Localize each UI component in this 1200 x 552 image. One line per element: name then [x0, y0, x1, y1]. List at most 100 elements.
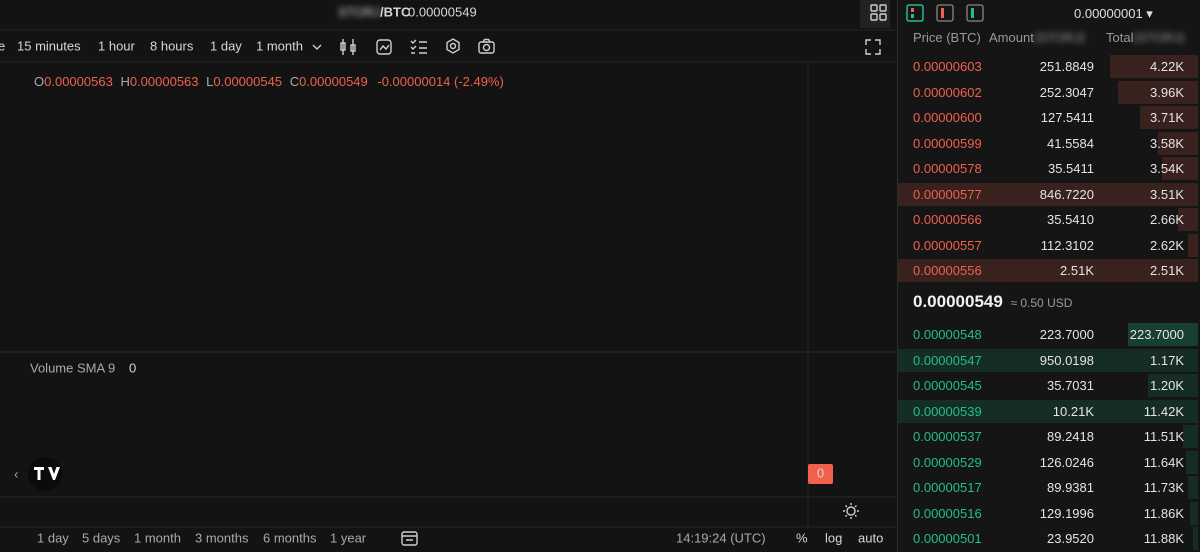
bid-row[interactable]: 0.00000501 23.9520 11.88K [898, 526, 1198, 551]
price: 0.00000566 [913, 212, 982, 227]
depth-bar [1183, 425, 1198, 448]
bid-row[interactable]: 0.00000545 35.7031 1.20K [898, 373, 1198, 398]
amount: 35.5410 [1047, 212, 1094, 227]
price: 0.00000537 [913, 429, 982, 444]
ohlc-legend: O0.00000563 H0.00000563 L0.00000545 C0.0… [34, 74, 504, 89]
ask-row[interactable]: 0.00000566 35.5410 2.66K [898, 207, 1198, 232]
interval-bar: e 15 minutes 1 hour 8 hours 1 day 1 mont… [0, 38, 303, 53]
price-header: Price (BTC) [913, 30, 981, 45]
ask-row[interactable]: 0.00000556 2.51K 2.51K [898, 258, 1198, 283]
gear-icon[interactable] [446, 38, 460, 54]
interval[interactable]: 1 month [256, 38, 303, 53]
amount: 127.5411 [1040, 110, 1094, 125]
settings-list-icon[interactable] [410, 39, 427, 54]
interval[interactable]: 1 day [210, 38, 242, 53]
range-button[interactable]: 1 day [37, 530, 69, 545]
depth-bar [898, 399, 1198, 423]
view-asks[interactable] [936, 4, 954, 22]
fullscreen-icon[interactable] [865, 39, 881, 55]
amount-unit: (STORJ) [1033, 30, 1085, 45]
chart-panel: STORJ /BTC 0.00000549 e 15 minutes 1 hou… [0, 0, 896, 552]
bid-row[interactable]: 0.00000539 10.21K 11.42K [898, 399, 1198, 424]
ohlc-value: 0.00000549 [299, 74, 368, 89]
ask-row[interactable]: 0.00000603 251.8849 4.22K [898, 54, 1198, 79]
price: 0.00000600 [913, 110, 982, 125]
layout-toggle[interactable] [860, 0, 890, 28]
range-button[interactable]: 3 months [195, 530, 249, 545]
volume-title: Volume SMA 9 [30, 360, 115, 375]
range-button[interactable]: 1 month [134, 530, 181, 545]
range-button[interactable]: 6 months [263, 530, 317, 545]
ohlc-key: H [120, 74, 129, 89]
ohlc-key: O [34, 74, 44, 89]
depth-bar [898, 259, 1198, 282]
total: 3.96K [1150, 84, 1184, 100]
price: 0.00000578 [913, 161, 982, 176]
price: 0.00000577 [913, 186, 982, 202]
depth-bar [898, 182, 1198, 206]
total: 2.51K [1150, 263, 1184, 278]
total: 11.51K [1143, 429, 1184, 444]
logo [28, 457, 62, 491]
interval[interactable]: 8 hours [150, 38, 194, 53]
ask-row[interactable]: 0.00000602 252.3047 3.96K [898, 80, 1198, 105]
view-bids[interactable] [966, 4, 984, 22]
bid-row[interactable]: 0.00000516 129.1996 11.86K [898, 501, 1198, 526]
background [0, 0, 896, 552]
compare-icon[interactable] [376, 39, 392, 55]
indicator-icon[interactable] [340, 39, 356, 55]
chart-settings-icon[interactable] [843, 503, 859, 519]
depth-bar [1110, 55, 1198, 78]
collapse-arrow[interactable]: ‹ [14, 466, 18, 481]
interval[interactable]: 15 minutes [17, 38, 81, 53]
percent-toggle[interactable]: % [796, 530, 808, 545]
volume-tag [808, 464, 833, 484]
depth-bar [1178, 208, 1198, 231]
depth-bar [1148, 374, 1198, 397]
ask-row[interactable]: 0.00000577 846.7220 3.51K [898, 182, 1198, 207]
bid-row[interactable]: 0.00000547 950.0198 1.17K [898, 348, 1198, 373]
depth-bar [1118, 80, 1198, 104]
amount: 112.3102 [1040, 237, 1094, 253]
order-book: 0.00000001 ▾ Price (BTC) Amount(STORJ) T… [897, 0, 1200, 552]
bid-row[interactable]: 0.00000548 223.7000 223.7000 [898, 322, 1198, 347]
auto-toggle[interactable]: auto [858, 530, 883, 545]
range-button[interactable]: 5 days [82, 530, 121, 545]
header-price: 0.00000549 [408, 4, 477, 19]
amount: 23.9520 [1047, 531, 1094, 546]
bid-row[interactable]: 0.00000529 126.0246 11.64K [898, 450, 1198, 475]
log-toggle[interactable]: log [825, 530, 842, 545]
camera-icon[interactable] [478, 38, 495, 54]
amount: 89.2418 [1047, 429, 1094, 444]
total: 11.88K [1143, 531, 1184, 546]
dropdown-caret[interactable] [312, 44, 322, 50]
volume-tag-label: 0 [817, 465, 824, 480]
total: 223.7000 [1129, 327, 1184, 342]
total: 11.86K [1143, 505, 1184, 521]
bid-row[interactable]: 0.00000517 89.9381 11.73K [898, 475, 1198, 500]
ohlc-value: 0.00000563 [44, 74, 113, 89]
price: 0.00000545 [913, 378, 982, 393]
interval[interactable]: e [0, 38, 5, 53]
ask-row[interactable]: 0.00000599 41.5584 3.58K [898, 131, 1198, 156]
precision-select[interactable]: 0.00000001 ▾ [1074, 6, 1153, 21]
ask-row[interactable]: 0.00000557 112.3102 2.62K [898, 233, 1198, 258]
interval[interactable]: 1 hour [98, 38, 136, 53]
price: 0.00000547 [913, 352, 982, 368]
amount: 252.3047 [1039, 84, 1094, 100]
ask-row[interactable]: 0.00000578 35.5411 3.54K [898, 156, 1198, 181]
goto-date-icon[interactable] [401, 531, 418, 546]
mid-usd: ≈ 0.50 USD [1010, 296, 1073, 310]
amount: 10.21K [1052, 403, 1094, 419]
total: 3.71K [1150, 110, 1184, 125]
ask-row[interactable]: 0.00000600 127.5411 3.71K [898, 105, 1198, 130]
price: 0.00000501 [913, 531, 982, 546]
price: 0.00000517 [913, 480, 982, 495]
bid-row[interactable]: 0.00000537 89.2418 11.51K [898, 424, 1198, 449]
total: 11.42K [1143, 403, 1184, 419]
range-button[interactable]: 1 year [330, 530, 367, 545]
view-both[interactable] [906, 4, 924, 22]
total: 3.58K [1150, 135, 1184, 151]
price: 0.00000603 [913, 59, 982, 74]
